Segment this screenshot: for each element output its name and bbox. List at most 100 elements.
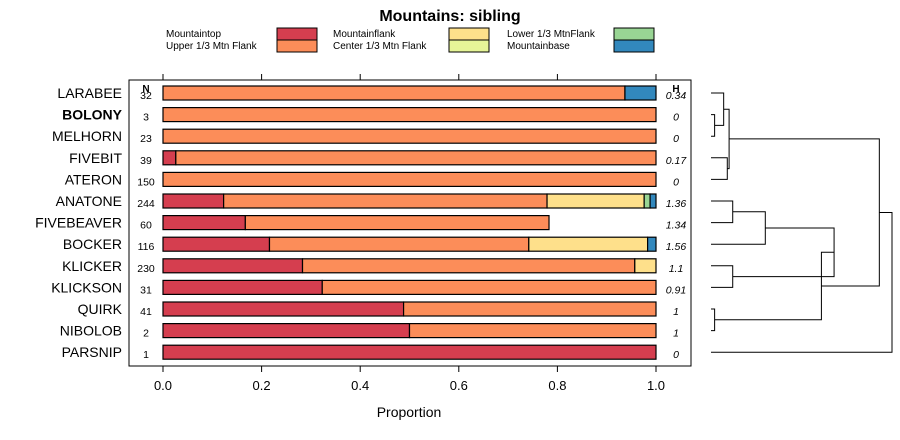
dendro-link-anatone-fivebeaver-bocker bbox=[711, 211, 766, 245]
bar-klicker-upper-1-3-mtn-flank bbox=[301, 258, 636, 274]
n-value-ateron: 150 bbox=[137, 176, 155, 188]
bar-anatone-mountainbase bbox=[649, 193, 657, 209]
bar-fivebeaver-upper-1-3-mtn-flank bbox=[244, 215, 550, 231]
n-value-melhorn: 23 bbox=[140, 133, 152, 145]
category-label-klickson: KLICKSON bbox=[51, 279, 122, 295]
bar-quirk-mountaintop bbox=[162, 301, 405, 317]
h-value-bolony: 0 bbox=[673, 112, 679, 124]
category-label-melhorn: MELHORN bbox=[52, 128, 122, 144]
legend-swatch-mountainflank bbox=[448, 27, 490, 41]
bar-klicker-mountaintop bbox=[162, 258, 304, 274]
bar-larabee-mountainbase bbox=[624, 85, 657, 101]
bar-parsnip-mountaintop bbox=[162, 344, 657, 360]
n-value-anatone: 244 bbox=[137, 198, 155, 210]
category-label-quirk: QUIRK bbox=[78, 301, 123, 317]
category-label-anatone: ANATONE bbox=[56, 193, 122, 209]
dendro-link-larabee-bolony-melhorn bbox=[711, 92, 725, 126]
dendro-link-group1 bbox=[723, 108, 730, 170]
n-value-bolony: 3 bbox=[143, 112, 149, 124]
bar-nibolob-upper-1-3-mtn-flank bbox=[408, 323, 657, 339]
bar-larabee-upper-1-3-mtn-flank bbox=[162, 85, 626, 101]
h-value-bocker: 1.56 bbox=[666, 241, 687, 253]
legend-label-upper-1-3-mtn-flank: Upper 1/3 Mtn Flank bbox=[166, 41, 258, 52]
h-column-header: H bbox=[672, 84, 679, 95]
category-label-larabee: LARABEE bbox=[57, 85, 122, 101]
bar-anatone-lower-1-3-mtnflank bbox=[643, 193, 651, 209]
legend-swatch-lower-1-3-mtnflank bbox=[613, 27, 655, 41]
category-label-nibolob: NIBOLOB bbox=[60, 323, 122, 339]
h-value-larabee: 0.34 bbox=[666, 90, 687, 102]
bar-quirk-upper-1-3-mtn-flank bbox=[402, 301, 657, 317]
n-column-header: N bbox=[142, 84, 149, 95]
n-value-klicker: 230 bbox=[137, 263, 155, 275]
n-value-parsnip: 1 bbox=[143, 349, 149, 361]
bar-klicker-mountainflank bbox=[634, 258, 657, 274]
bar-bocker-upper-1-3-mtn-flank bbox=[268, 236, 530, 252]
dendro-link-fivebit-ateron bbox=[711, 157, 728, 180]
h-value-ateron: 0 bbox=[673, 176, 679, 188]
bar-nibolob-mountaintop bbox=[162, 323, 411, 339]
legend-swatch-mountainbase bbox=[613, 39, 655, 53]
x-axis: 0.0 0.2 0.4 0.6 0.8 1.0 bbox=[154, 74, 665, 393]
category-label-bocker: BOCKER bbox=[63, 236, 122, 252]
legend-label-center-1-3-mtn-flank: Center 1/3 Mtn Flank bbox=[333, 41, 427, 52]
dendro-link-root bbox=[711, 211, 893, 353]
legend-swatch-upper-1-3-mtn-flank bbox=[276, 39, 318, 53]
category-label-ateron: ATERON bbox=[65, 171, 122, 187]
category-label-parsnip: PARSNIP bbox=[62, 344, 122, 360]
legend-swatch-mountaintop bbox=[276, 27, 318, 41]
n-value-bocker: 116 bbox=[138, 241, 155, 253]
bar-anatone-mountaintop bbox=[162, 193, 225, 209]
bar-anatone-mountainflank bbox=[546, 193, 645, 209]
h-value-klickson: 0.91 bbox=[666, 284, 686, 296]
h-value-klicker: 1.1 bbox=[669, 263, 684, 275]
h-value-melhorn: 0 bbox=[673, 133, 679, 145]
n-value-quirk: 41 bbox=[140, 306, 152, 318]
dendro-link-bolony-melhorn bbox=[711, 114, 716, 137]
legend-label-mountainflank: Mountainflank bbox=[333, 29, 396, 40]
bar-klickson-upper-1-3-mtn-flank bbox=[321, 279, 657, 295]
bar-bocker-mountainbase bbox=[647, 236, 657, 252]
h-value-quirk: 1 bbox=[673, 306, 679, 318]
n-value-fivebit: 39 bbox=[140, 155, 152, 167]
x-tick-label-5: 1.0 bbox=[647, 378, 665, 393]
n-value-klickson: 31 bbox=[140, 284, 152, 296]
legend-label-mountaintop: Mountaintop bbox=[166, 29, 221, 40]
category-label-bolony: BOLONY bbox=[62, 107, 123, 123]
dendro-link-klicker-klickson bbox=[711, 265, 734, 288]
legend-label-lower-1-3-mtnflank: Lower 1/3 MtnFlank bbox=[507, 29, 596, 40]
legend-swatch-center-1-3-mtn-flank bbox=[448, 39, 490, 53]
bar-bocker-mountaintop bbox=[162, 236, 271, 252]
category-label-fivebit: FIVEBIT bbox=[69, 150, 122, 166]
h-value-anatone: 1.36 bbox=[666, 198, 687, 210]
dendro-link-group3pre bbox=[732, 227, 835, 278]
x-tick-label-1: 0.2 bbox=[253, 378, 271, 393]
x-tick-label-2: 0.4 bbox=[351, 378, 369, 393]
x-tick-label-4: 0.8 bbox=[548, 378, 566, 393]
dendrogram bbox=[711, 92, 893, 353]
n-value-larabee: 32 bbox=[140, 90, 152, 102]
bar-anatone-upper-1-3-mtn-flank bbox=[223, 193, 548, 209]
bar-fivebit-upper-1-3-mtn-flank bbox=[175, 150, 657, 166]
bar-ateron-upper-1-3-mtn-flank bbox=[162, 171, 657, 187]
h-value-fivebit: 0.17 bbox=[666, 155, 688, 167]
bar-melhorn-upper-1-3-mtn-flank bbox=[162, 128, 657, 144]
x-axis-title: Proportion bbox=[377, 404, 442, 420]
bar-klickson-mountaintop bbox=[162, 279, 323, 295]
bar-bocker-mountainflank bbox=[528, 236, 649, 252]
h-value-nibolob: 1 bbox=[673, 328, 679, 340]
h-value-fivebeaver: 1.34 bbox=[666, 220, 687, 232]
category-label-klicker: KLICKER bbox=[62, 258, 122, 274]
dendro-link-anatone-fivebeaver bbox=[711, 200, 734, 224]
n-value-nibolob: 2 bbox=[143, 328, 149, 340]
bar-bolony-upper-1-3-mtn-flank bbox=[162, 106, 657, 123]
plot-frame bbox=[128, 79, 692, 367]
dendro-link-quirk-nibolob bbox=[711, 308, 716, 332]
x-tick-label-3: 0.6 bbox=[450, 378, 468, 393]
dendro-link-all bbox=[729, 138, 880, 287]
bar-fivebit-mountaintop bbox=[162, 150, 177, 166]
bar-fivebeaver-mountaintop bbox=[162, 215, 246, 231]
